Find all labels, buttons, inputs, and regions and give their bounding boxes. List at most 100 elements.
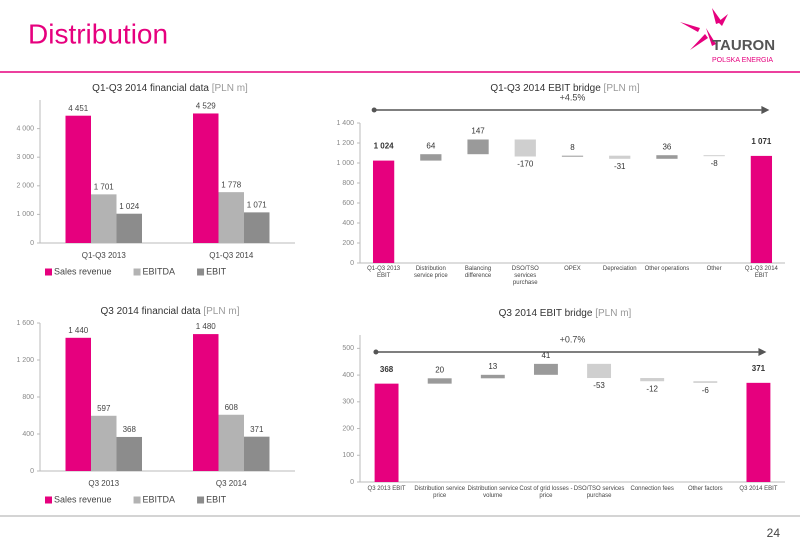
data-label: 20 [435, 365, 444, 374]
bar [193, 334, 219, 471]
bar [693, 381, 718, 383]
y-tick-label: 2 000 [16, 183, 34, 190]
y-tick-label: 500 [342, 345, 354, 352]
bar [244, 212, 270, 243]
legend-swatch [197, 268, 205, 276]
y-tick-label: 600 [342, 200, 354, 207]
data-label: 368 [123, 425, 137, 434]
x-tick-label: Distribution service price [413, 266, 448, 279]
data-label: 13 [488, 362, 497, 371]
data-label: 1 778 [221, 180, 242, 189]
bar [514, 139, 536, 157]
y-tick-label: 800 [342, 180, 354, 187]
bar [609, 155, 631, 159]
y-tick-label: 400 [22, 431, 34, 438]
bar [91, 194, 117, 243]
x-tick-label: Depreciation [602, 266, 637, 272]
data-label: -6 [702, 386, 710, 395]
bar [374, 383, 399, 482]
y-tick-label: 800 [22, 394, 34, 401]
data-label: -12 [646, 384, 658, 393]
data-label: 1 071 [751, 137, 772, 146]
x-tick-label: Q1-Q3 2013 [81, 251, 126, 260]
data-label: -170 [517, 160, 534, 169]
page-number: 24 [767, 526, 781, 540]
legend-label: EBITDA [143, 494, 176, 504]
data-label: 1 071 [247, 200, 268, 209]
bar [91, 415, 117, 471]
y-tick-label: 0 [350, 479, 354, 486]
data-label: 371 [752, 364, 766, 373]
data-label: 368 [380, 365, 394, 374]
logo-text: TAURON [712, 37, 775, 54]
data-label: 1 024 [374, 142, 395, 151]
y-tick-label: 1 200 [336, 140, 354, 147]
y-tick-label: 1 400 [336, 120, 354, 127]
bridge-annotation: +4.5% [560, 92, 586, 102]
chart-title: Q1-Q3 2014 EBIT bridge [PLN m] [490, 83, 640, 94]
bar [480, 374, 505, 379]
bar [244, 436, 270, 471]
x-tick-label: Other [706, 266, 722, 272]
x-tick-label: Q3 2013 EBIT [367, 486, 406, 492]
y-tick-label: 1 000 [336, 160, 354, 167]
data-label: 1 480 [196, 322, 217, 331]
data-label: 1 701 [94, 182, 115, 191]
x-tick-label: Balancing difference [464, 266, 492, 279]
chart-title-text: Q3 2014 financial data [101, 306, 202, 317]
bar [746, 382, 771, 482]
bar [750, 155, 773, 263]
bar [640, 378, 665, 382]
legend-swatch [133, 268, 141, 276]
bar [703, 155, 725, 157]
chart-title-unit: [PLN m] [595, 308, 631, 319]
y-tick-label: 200 [342, 240, 354, 247]
chart-title-unit: [PLN m] [604, 83, 640, 94]
data-label: 8 [570, 143, 575, 152]
bar [218, 414, 244, 471]
bar [65, 337, 91, 471]
x-tick-label: Q1-Q3 2013 EBIT [367, 266, 401, 279]
data-label: 36 [662, 142, 671, 151]
bar [467, 139, 489, 155]
bar [533, 363, 558, 375]
y-tick-label: 3 000 [16, 154, 34, 161]
bridge-arrow-start [373, 349, 379, 355]
chart-title-unit: [PLN m] [212, 83, 248, 94]
x-tick-label: Distribution service price [414, 486, 466, 499]
x-tick-label: Cost of grid losses - price [519, 486, 573, 499]
legend-label: Sales revenue [54, 266, 112, 276]
legend-label: EBIT [206, 494, 227, 504]
x-tick-label: DSO/TSO services purchase [573, 486, 625, 499]
x-tick-label: Connection fees [630, 486, 674, 492]
bar [218, 192, 244, 243]
bar [193, 113, 219, 243]
data-label: 64 [426, 141, 435, 150]
legend-label: EBIT [206, 266, 227, 276]
chart-title: Q3 2014 EBIT bridge [PLN m] [499, 308, 632, 319]
slide-title: Distribution [28, 18, 168, 49]
x-tick-label: OPEX [564, 266, 581, 272]
y-tick-label: 0 [30, 468, 34, 475]
y-tick-label: 0 [350, 260, 354, 267]
bridge-arrow-head [761, 106, 770, 114]
legend-label: Sales revenue [54, 494, 112, 504]
y-tick-label: 1 200 [16, 357, 34, 364]
chart-title-unit: [PLN m] [203, 306, 239, 317]
bridge-arrow-head [758, 348, 767, 356]
x-tick-label: Q3 2014 EBIT [739, 486, 778, 492]
chart-title-text: Q3 2014 EBIT bridge [499, 308, 593, 319]
y-tick-label: 400 [342, 372, 354, 379]
bar [561, 155, 584, 157]
x-tick-label: Q3 2013 [88, 479, 120, 488]
data-label: 597 [97, 404, 111, 413]
data-label: 1 440 [68, 326, 89, 335]
bar [116, 213, 142, 243]
data-label: 4 451 [68, 104, 89, 113]
data-label: 4 529 [196, 102, 217, 111]
y-tick-label: 4 000 [16, 125, 34, 132]
legend-label: EBITDA [143, 266, 176, 276]
y-tick-label: 0 [30, 240, 34, 247]
